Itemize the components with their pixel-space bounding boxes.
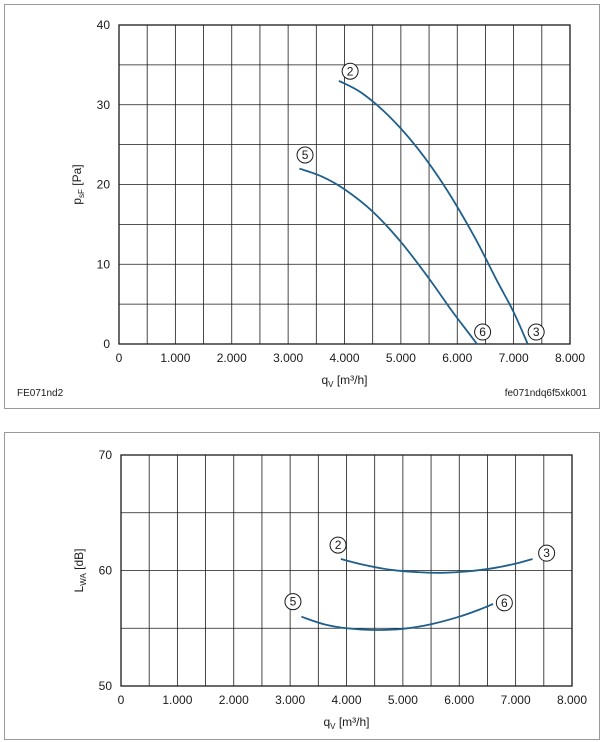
x-tick-label: 6.000	[442, 351, 472, 365]
y-tick-label: 40	[97, 18, 111, 32]
marker-circle	[527, 323, 545, 341]
x-tick-label: 1.000	[162, 693, 192, 707]
marker-3: 3	[538, 544, 556, 562]
marker-circle	[341, 62, 359, 80]
x-tick-label: 2.000	[219, 693, 249, 707]
plot-frame	[120, 454, 573, 687]
series-line-2-3	[340, 558, 533, 574]
marker-2: 2	[329, 536, 347, 554]
x-tick-label: 0	[116, 351, 123, 365]
y-tick-label: 10	[97, 257, 111, 271]
marker-6: 6	[495, 594, 513, 612]
marker-label: 6	[479, 325, 486, 339]
plot-frame	[118, 24, 571, 345]
chart-code-left: FE071nd2	[17, 388, 64, 399]
y-tick-label: 50	[99, 679, 113, 693]
marker-circle	[474, 323, 492, 341]
x-axis-label: qV [m³/h]	[321, 373, 367, 389]
y-axis-label: LWA [dB]	[72, 549, 88, 593]
x-tick-label: 6.000	[444, 693, 474, 707]
x-tick-label: 8.000	[557, 693, 587, 707]
x-tick-label: 3.000	[273, 351, 303, 365]
pressure-chart: 0 1.000 2.000 3.000 4.000 5.000 6.000 7.000 8.00…	[70, 18, 585, 389]
x-tick-label: 5.000	[386, 351, 416, 365]
y-tick-label: 0	[103, 337, 110, 351]
chart-code-right: fe071ndq6f5xk001	[504, 388, 587, 399]
y-tick-label: 30	[97, 98, 111, 112]
marker-label: 3	[533, 325, 540, 339]
series-line-5-6	[299, 167, 478, 345]
grid	[120, 454, 573, 687]
series-line-2-3	[338, 80, 529, 345]
sound-power-chart: 0 1.000 2.000 3.000 4.000 5.000 6.000 7.000 8.00…	[72, 448, 587, 731]
marker-2: 2	[341, 62, 359, 80]
x-tick-label: 8.000	[555, 351, 585, 365]
marker-3: 3	[527, 323, 545, 341]
x-tick-label: 4.000	[331, 693, 361, 707]
y-axis-label: psF [Pa]	[70, 164, 86, 204]
marker-5: 5	[284, 593, 302, 611]
marker-circle	[296, 146, 314, 164]
x-tick-label: 2.000	[217, 351, 247, 365]
y-tick-label: 20	[97, 178, 111, 192]
x-tick-label: 0	[118, 693, 125, 707]
marker-label: 2	[347, 64, 354, 78]
marker-5: 5	[296, 146, 314, 164]
x-axis-label: qV [m³/h]	[323, 715, 369, 731]
x-tick-label: 7.000	[499, 351, 529, 365]
marker-label: 2	[335, 538, 342, 552]
x-tick-label: 3.000	[275, 693, 305, 707]
chart-panel-sound: 0 1.000 2.000 3.000 4.000 5.000 6.000 7.000 8.00…	[4, 432, 600, 740]
x-tick-label: 7.000	[501, 693, 531, 707]
series-line-5-6	[301, 603, 494, 631]
x-tick-label: 5.000	[388, 693, 418, 707]
marker-circle	[495, 594, 513, 612]
y-tick-label: 60	[99, 564, 113, 578]
marker-label: 5	[290, 595, 297, 609]
marker-circle	[538, 544, 556, 562]
chart-panel-pressure: 0 1.000 2.000 3.000 4.000 5.000 6.000 7.000 8.00…	[4, 4, 600, 409]
marker-6: 6	[474, 323, 492, 341]
marker-label: 6	[501, 596, 508, 610]
x-tick-label: 1.000	[160, 351, 190, 365]
marker-circle	[329, 536, 347, 554]
marker-label: 5	[302, 148, 309, 162]
x-tick-label: 4.000	[329, 351, 359, 365]
y-tick-label: 70	[99, 448, 113, 462]
marker-label: 3	[543, 546, 550, 560]
marker-circle	[284, 593, 302, 611]
